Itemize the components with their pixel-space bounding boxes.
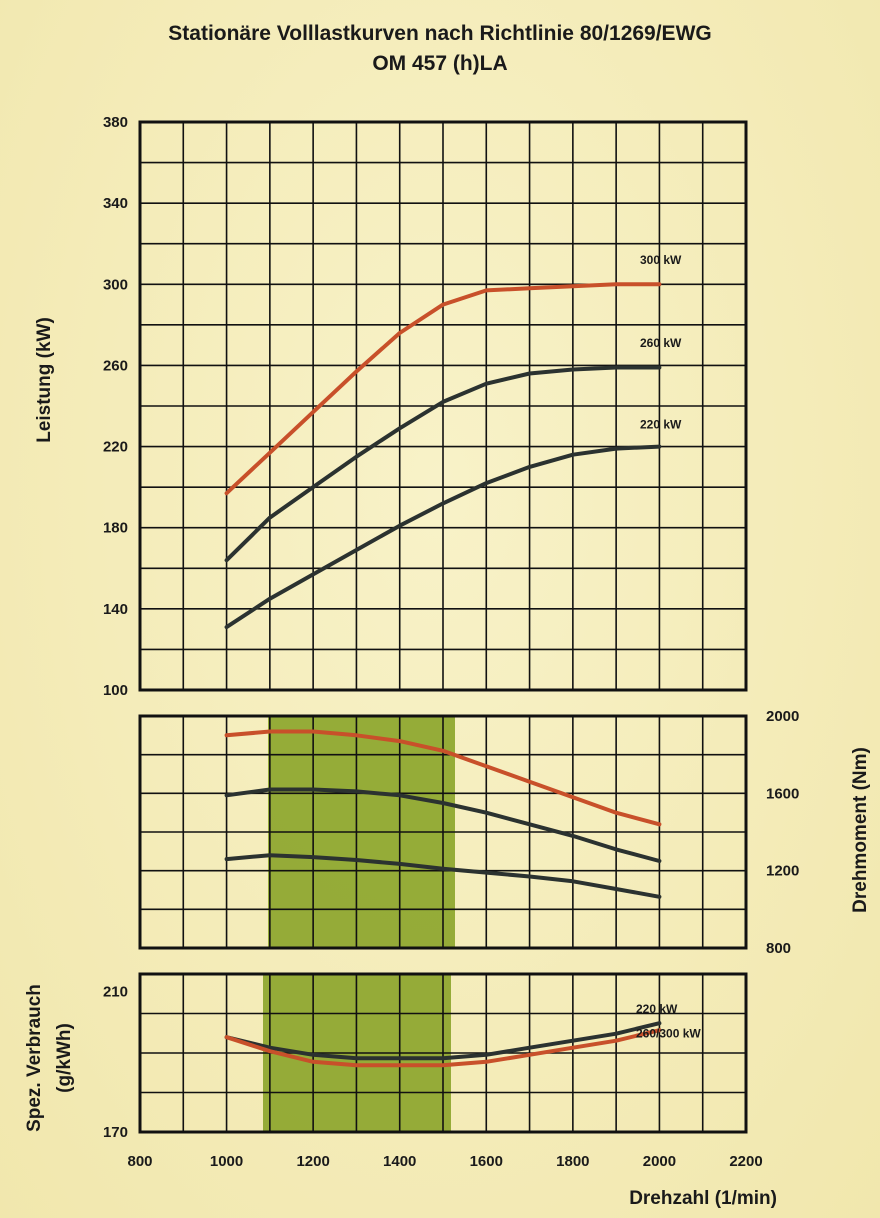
- series-line-3: [224, 853, 662, 899]
- y-axis-label-power: Leistung (kW): [34, 317, 55, 443]
- chart-title-line1: Stationäre Volllastkurven nach Richtlini…: [168, 22, 712, 45]
- panel-2: 800 1200 1600 2000: [138, 708, 799, 957]
- series-line-2: [224, 787, 662, 863]
- y-tick-label: 1200: [766, 863, 799, 880]
- y-tick-label: 340: [103, 195, 128, 212]
- chart-title-line2: OM 457 (h)LA: [372, 52, 508, 75]
- y-axis-label-consumption-2: (g/kWh): [54, 1023, 75, 1093]
- y-tick-label: 180: [103, 520, 128, 537]
- y-axis-label-torque: Drehmoment (Nm): [850, 747, 871, 913]
- series-label: 220 kW: [640, 417, 682, 431]
- series-label: 260/300 kW: [636, 1027, 701, 1041]
- series-line-1: [224, 729, 662, 827]
- series-label: 220 kW: [636, 1002, 678, 1016]
- y-tick-label: 220: [103, 439, 128, 456]
- x-tick-label: 800: [127, 1153, 152, 1170]
- x-tick-label: 2200: [729, 1153, 762, 1170]
- series-label: 300 kW: [640, 253, 682, 267]
- x-tick-label: 1800: [556, 1153, 589, 1170]
- y-tick-label: 300: [103, 276, 128, 293]
- x-tick-label: 2000: [643, 1153, 676, 1170]
- y-tick-label: 1600: [766, 785, 799, 802]
- y-axis-label-consumption-1: Spez. Verbrauch: [24, 984, 45, 1132]
- series-line-2: [224, 1028, 662, 1068]
- series-line-3: [224, 444, 662, 630]
- y-tick-label: 380: [103, 114, 128, 131]
- series-line-1: [224, 282, 662, 496]
- x-tick-label: 1400: [383, 1153, 416, 1170]
- y-tick-label: 100: [103, 682, 128, 699]
- x-tick-label: 1600: [470, 1153, 503, 1170]
- series-line-1: [224, 1021, 662, 1061]
- x-tick-label: 1200: [296, 1153, 329, 1170]
- y-tick-label: 170: [103, 1124, 128, 1141]
- plot-border: [138, 120, 748, 692]
- panel-1: 100 140 180 220 260 300 340 380: [103, 114, 748, 699]
- plot-border: [138, 714, 748, 950]
- y-tick-label: 140: [103, 601, 128, 618]
- x-tick-label: 1000: [210, 1153, 243, 1170]
- panel-3: 170 210: [103, 972, 748, 1141]
- plot-border: [138, 972, 748, 1134]
- y-tick-label: 800: [766, 940, 791, 957]
- series-line-2: [224, 365, 662, 563]
- x-axis-label: Drehzahl (1/min): [629, 1188, 777, 1209]
- y-tick-label: 210: [103, 984, 128, 1001]
- series-label: 260 kW: [640, 336, 682, 350]
- y-tick-label: 260: [103, 357, 128, 374]
- y-tick-label: 2000: [766, 708, 799, 725]
